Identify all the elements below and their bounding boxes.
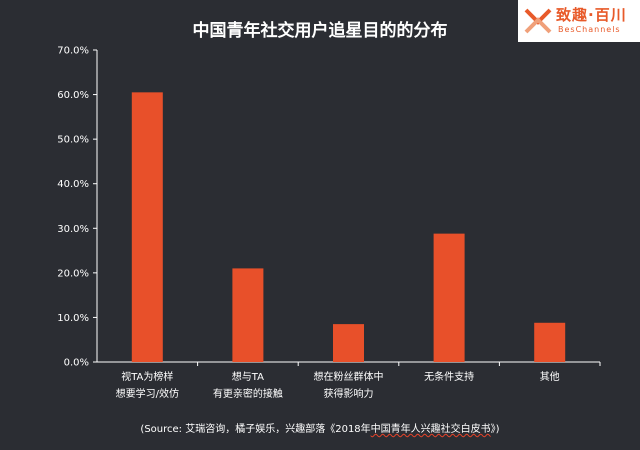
x-category-label: 视TA为榜样 bbox=[121, 370, 173, 383]
y-tick-label: 70.0% bbox=[57, 46, 89, 57]
x-category-label: 获得影响力 bbox=[324, 387, 374, 400]
bar bbox=[433, 233, 465, 362]
source-note: (Source: 艾瑞咨询，橘子娱乐，兴趣部落《2018年中国青年人兴趣社交白皮… bbox=[0, 420, 640, 435]
y-tick-label: 50.0% bbox=[57, 135, 89, 146]
brand-name: 致趣·百川 bbox=[556, 6, 627, 24]
x-category-label: 其他 bbox=[540, 370, 560, 383]
x-category-label: 想与TA bbox=[232, 370, 264, 383]
bar bbox=[534, 322, 566, 362]
bar bbox=[333, 324, 364, 362]
source-suffix: 》) bbox=[490, 424, 500, 435]
source-prefix: (Source: 艾瑞咨询，橘子娱乐，兴趣部落《2018年 bbox=[140, 424, 371, 435]
y-tick-label: 60.0% bbox=[57, 90, 89, 101]
x-category-label: 想在粉丝群体中 bbox=[314, 370, 384, 383]
y-tick-label: 20.0% bbox=[57, 268, 89, 279]
x-category-label: 想要学习/效仿 bbox=[116, 387, 179, 400]
bar bbox=[131, 92, 163, 362]
brand-logo: 致趣·百川 BesChannels bbox=[518, 0, 640, 42]
source-book: 中国青年人兴趣社交白皮书 bbox=[370, 424, 491, 435]
x-category-label: 无条件支持 bbox=[424, 370, 474, 383]
y-tick-label: 10.0% bbox=[57, 313, 89, 324]
brand-name-en: BesChannels bbox=[558, 25, 621, 34]
bar bbox=[232, 268, 264, 362]
y-tick-label: 30.0% bbox=[57, 224, 89, 235]
y-tick-label: 40.0% bbox=[57, 179, 89, 190]
y-tick-label: 0.0% bbox=[64, 358, 89, 369]
x-category-label: 有更亲密的接触 bbox=[213, 387, 283, 400]
chart-title: 中国青年社交用户追星目的的分布 bbox=[192, 21, 448, 41]
brand-mark-icon bbox=[524, 8, 552, 34]
